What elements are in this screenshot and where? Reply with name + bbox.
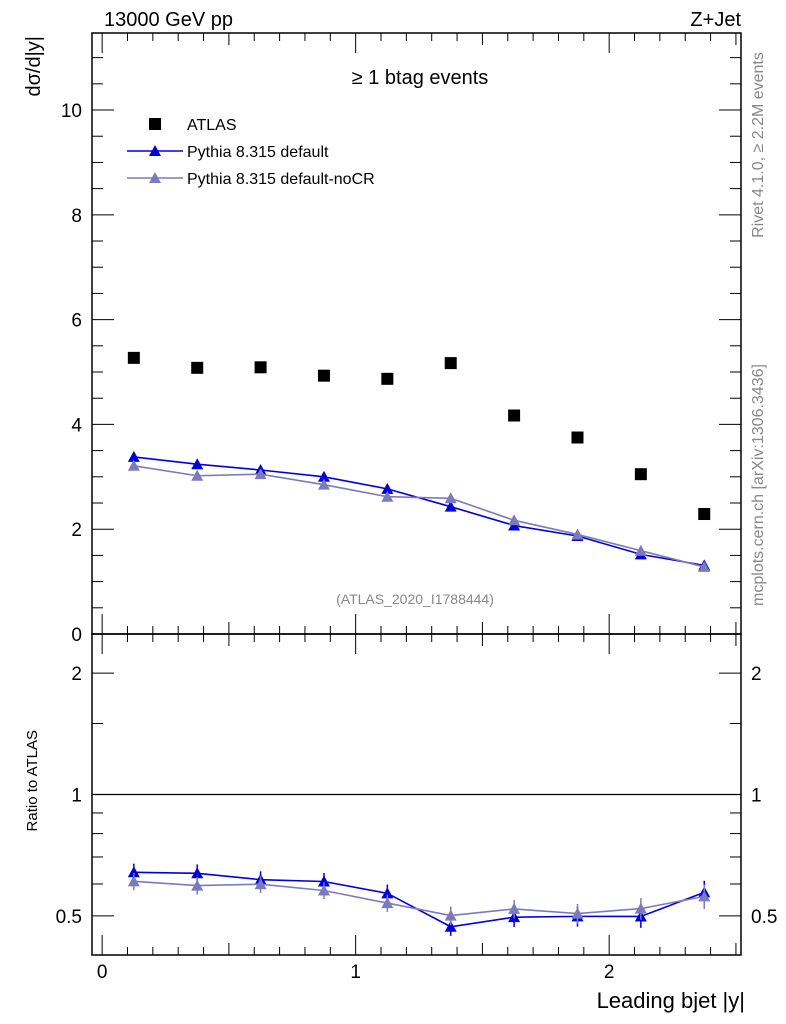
series-2-point: [317, 478, 330, 490]
series-1-point: [317, 470, 330, 482]
series-0-point: [698, 508, 711, 521]
legend-label: ATLAS: [187, 117, 237, 134]
x-tick-label: 0: [97, 962, 108, 983]
ratio-tick-label-right: 2: [751, 664, 762, 685]
series-1-ratio-point: [127, 866, 140, 878]
series-2-point: [634, 544, 647, 556]
y-tick-label: 2: [71, 520, 82, 541]
series-2-ratio-point: [381, 897, 394, 909]
series-0-point: [317, 369, 330, 382]
series-1-point: [127, 450, 140, 462]
y-axis-label: dσ/d|y|: [23, 36, 45, 97]
series-2-ratio-point: [317, 884, 330, 896]
x-tick-label: 1: [350, 962, 361, 983]
ratio-tick-label: 2: [71, 664, 82, 685]
series-2-point: [191, 469, 204, 481]
y-tick-label: 4: [71, 415, 82, 436]
series-2-ratio-point: [571, 907, 584, 919]
ratio-y-axis-label: Ratio to ATLAS: [24, 730, 41, 831]
header-right: Z+Jet: [690, 9, 741, 31]
series-1-line: [133, 456, 705, 567]
y-tick-label: 8: [71, 206, 82, 227]
y-tick-label: 10: [61, 101, 82, 122]
series-0-point: [381, 372, 394, 385]
series-2-ratio-point: [191, 879, 204, 891]
series-2-point: [127, 459, 140, 471]
series-2-ratio-point: [127, 875, 140, 887]
series-2-point: [698, 560, 711, 572]
series-2-ratio-point: [444, 909, 457, 921]
series-0-point: [444, 357, 457, 370]
legend-label: Pythia 8.315 default-noCR: [187, 171, 375, 188]
series-1-ratio-point: [381, 887, 394, 899]
header-left: 13000 GeV pp: [104, 9, 233, 31]
legend-label: Pythia 8.315 default: [187, 144, 329, 161]
series-2-ratio-point: [698, 890, 711, 902]
series-2-ratio-point: [508, 902, 521, 914]
series-1-ratio-point: [317, 875, 330, 887]
series-1-point: [444, 500, 457, 512]
series-2-point: [254, 468, 267, 480]
series-2-point: [444, 492, 457, 504]
series-2-point: [381, 490, 394, 502]
legend-marker: [149, 145, 161, 156]
x-axis-label: Leading bjet |y|: [597, 988, 745, 1013]
ratio-tick-label: 1: [71, 786, 82, 807]
ratio-tick-label-right: 1: [751, 786, 762, 807]
series-0-point: [191, 361, 204, 374]
series-1-point: [191, 458, 204, 470]
series-2-ratio-point: [634, 902, 647, 914]
ratio-tick-label: 0.5: [56, 907, 82, 928]
series-0-point: [571, 431, 584, 444]
series-2-point: [571, 528, 584, 540]
series-2-point: [508, 514, 521, 526]
series-0-point: [508, 409, 521, 422]
analysis-id-label: (ATLAS_2020_I1788444): [336, 591, 494, 607]
series-0-point: [634, 468, 647, 481]
legend-marker: [149, 172, 161, 183]
legend-marker-atlas: [149, 118, 161, 130]
plot-title: ≥ 1 btag events: [352, 67, 489, 89]
y-tick-label: 6: [71, 311, 82, 332]
x-tick-label: 2: [604, 962, 615, 983]
ratio-tick-label-right: 0.5: [751, 907, 777, 928]
rivet-version-label: Rivet 4.1.0, ≥ 2.2M events: [750, 52, 767, 238]
y-tick-label: 0: [71, 625, 82, 646]
series-1-ratio-line: [133, 871, 705, 928]
series-2-ratio-line: [133, 880, 705, 917]
series-0-point: [254, 361, 267, 374]
series-1-ratio-point: [444, 920, 457, 932]
series-1-ratio-point: [191, 867, 204, 879]
mcplots-label: mcplots.cern.ch [arXiv:1306.3436]: [750, 364, 767, 606]
series-0-point: [127, 351, 140, 364]
series-2-ratio-point: [254, 878, 267, 890]
series-2-line: [133, 465, 705, 568]
series-1-point: [381, 482, 394, 494]
